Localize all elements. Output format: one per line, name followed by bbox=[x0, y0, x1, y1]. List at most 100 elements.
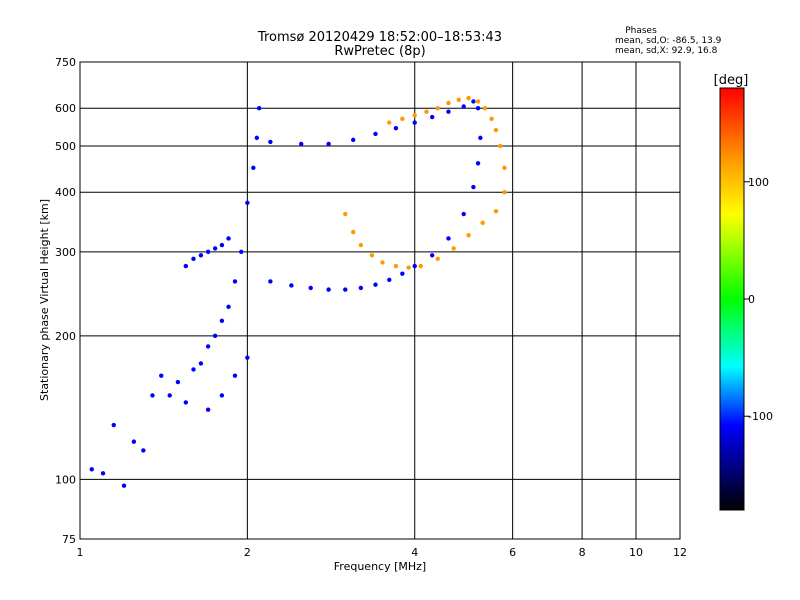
data-point bbox=[289, 283, 294, 288]
data-point bbox=[400, 116, 405, 122]
data-point bbox=[393, 125, 399, 131]
y-tick-label: 100 bbox=[55, 473, 76, 486]
data-point bbox=[159, 373, 164, 378]
data-point bbox=[205, 344, 211, 349]
data-point bbox=[268, 279, 273, 284]
data-point bbox=[380, 260, 385, 265]
data-point bbox=[245, 355, 250, 360]
data-point bbox=[100, 471, 106, 476]
data-point bbox=[111, 422, 116, 428]
data-point bbox=[435, 256, 440, 262]
data-point bbox=[471, 184, 476, 190]
data-point bbox=[191, 256, 196, 262]
data-point bbox=[412, 263, 417, 269]
data-point bbox=[502, 190, 507, 195]
data-point bbox=[343, 287, 348, 292]
data-point bbox=[268, 139, 273, 145]
data-point bbox=[226, 304, 231, 310]
data-point bbox=[400, 271, 405, 276]
data-point bbox=[429, 253, 435, 258]
data-point bbox=[251, 165, 256, 171]
x-tick-label: 6 bbox=[509, 546, 516, 559]
x-tick-label: 10 bbox=[629, 546, 643, 559]
chart-subtitle: RwPretec (8p) bbox=[334, 44, 425, 59]
data-point bbox=[466, 95, 471, 101]
x-axis-ticks: 1 2 4 6 8 10 12 bbox=[77, 546, 688, 559]
data-point bbox=[121, 483, 127, 488]
data-point bbox=[475, 161, 481, 166]
data-point bbox=[482, 106, 488, 111]
data-point bbox=[150, 393, 155, 398]
data-point bbox=[358, 285, 364, 291]
grid-lines bbox=[80, 62, 680, 539]
data-point bbox=[326, 287, 331, 292]
phases-line-o: mean, sd,O: -86.5, 13.9 bbox=[615, 36, 722, 46]
data-point bbox=[239, 249, 244, 255]
data-point bbox=[412, 120, 417, 125]
data-point bbox=[167, 393, 172, 398]
data-point bbox=[350, 137, 356, 143]
data-point bbox=[205, 249, 211, 255]
data-point bbox=[435, 106, 440, 111]
colorbar bbox=[719, 87, 745, 511]
y-tick-label: 200 bbox=[55, 330, 76, 343]
data-point bbox=[191, 367, 196, 372]
data-point bbox=[461, 211, 466, 217]
data-point bbox=[393, 263, 399, 269]
data-point bbox=[256, 106, 262, 111]
colorbar-tick-label: 100 bbox=[748, 176, 769, 189]
data-point bbox=[299, 141, 304, 147]
data-point bbox=[451, 246, 456, 251]
y-tick-label: 500 bbox=[55, 140, 76, 153]
y-tick-label: 600 bbox=[55, 102, 76, 115]
data-point bbox=[475, 99, 481, 104]
data-point bbox=[232, 279, 238, 284]
x-tick-label: 12 bbox=[673, 546, 687, 559]
data-point bbox=[373, 282, 378, 287]
data-point bbox=[226, 236, 231, 241]
data-point bbox=[406, 265, 411, 270]
phases-line-x: mean, sd,X: 92.9, 16.8 bbox=[615, 46, 718, 56]
data-point bbox=[212, 246, 218, 251]
data-point bbox=[387, 277, 392, 283]
data-point bbox=[183, 400, 189, 405]
data-point bbox=[498, 143, 503, 149]
x-axis-label: Frequency [MHz] bbox=[334, 560, 426, 573]
data-point bbox=[493, 208, 499, 214]
data-point bbox=[254, 135, 260, 141]
data-point bbox=[219, 393, 225, 398]
y-tick-label: 75 bbox=[62, 533, 76, 546]
data-point bbox=[141, 448, 146, 453]
data-point bbox=[461, 104, 466, 109]
data-point bbox=[89, 467, 94, 472]
data-point bbox=[205, 407, 211, 412]
data-point bbox=[343, 211, 348, 217]
colorbar-tick-label: 0 bbox=[748, 293, 755, 306]
data-point bbox=[198, 361, 204, 366]
y-axis-ticks: 75 100 200 300 400 500 600 750 bbox=[55, 56, 76, 546]
data-point bbox=[350, 229, 356, 235]
chart-title: Tromsø 20120429 18:52:00–18:53:43 bbox=[257, 30, 502, 45]
data-point bbox=[480, 220, 485, 226]
data-point bbox=[232, 373, 238, 378]
data-point bbox=[369, 253, 375, 258]
data-point bbox=[212, 333, 218, 339]
data-point bbox=[418, 263, 423, 269]
data-point bbox=[245, 200, 250, 206]
colorbar-ticks: 100 0 -100 bbox=[744, 176, 773, 423]
data-point bbox=[424, 109, 429, 114]
data-point bbox=[175, 379, 181, 385]
y-tick-label: 400 bbox=[55, 186, 76, 199]
data-point bbox=[493, 127, 499, 133]
colorbar-label: [deg] bbox=[714, 73, 749, 88]
data-point bbox=[502, 165, 507, 171]
data-point bbox=[489, 116, 494, 122]
x-tick-label: 2 bbox=[244, 546, 251, 559]
data-point bbox=[446, 109, 451, 114]
data-points bbox=[89, 95, 507, 488]
data-point bbox=[198, 253, 204, 258]
data-point bbox=[373, 131, 378, 137]
data-point bbox=[475, 106, 481, 111]
data-point bbox=[183, 263, 189, 269]
